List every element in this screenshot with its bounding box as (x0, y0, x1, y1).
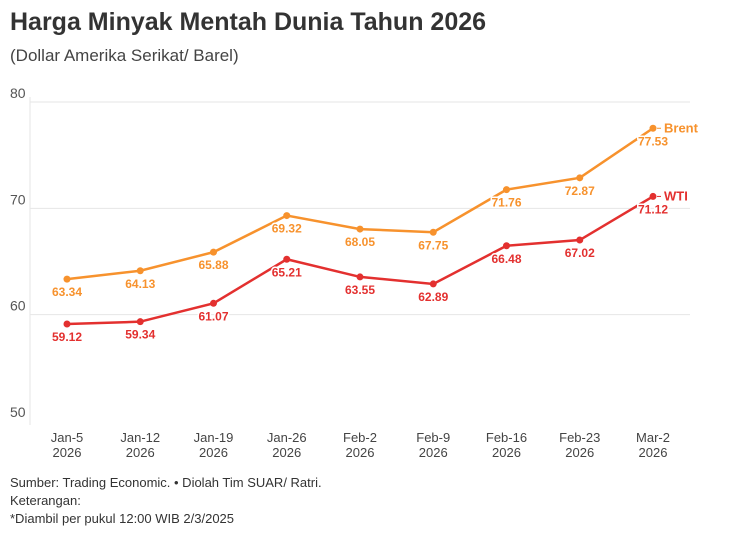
data-point (649, 192, 657, 200)
data-label: 65.88 (198, 258, 228, 272)
data-label: 67.02 (565, 246, 595, 260)
data-point (136, 267, 144, 275)
data-point (63, 320, 71, 328)
data-label: 59.12 (52, 330, 82, 344)
y-tick-label: 70 (10, 191, 26, 207)
data-label: 62.89 (418, 290, 448, 304)
data-point (283, 255, 291, 263)
data-label: 66.48 (491, 252, 521, 266)
data-point (649, 124, 657, 132)
data-label: 59.34 (125, 328, 155, 342)
data-label: 61.07 (198, 309, 228, 323)
y-tick-label: 80 (10, 85, 26, 101)
data-label: 71.76 (491, 196, 521, 210)
source-text: Sumber: Trading Economic. • Diolah Tim S… (10, 475, 322, 490)
x-tick-label: Jan-26 2026 (267, 430, 307, 460)
x-tick-label: Feb-9 2026 (416, 430, 450, 460)
data-point (576, 174, 584, 182)
data-label: 69.32 (272, 222, 302, 236)
data-point (356, 273, 364, 281)
data-label: 67.75 (418, 238, 448, 252)
data-point (210, 248, 217, 256)
chart-title: Harga Minyak Mentah Dunia Tahun 2026 (10, 8, 487, 36)
data-point (356, 225, 364, 233)
note-label: Keterangan: (10, 493, 81, 508)
x-tick-label: Feb-2 2026 (343, 430, 377, 460)
data-point (503, 186, 510, 194)
data-point (429, 280, 437, 288)
data-label: 68.05 (345, 235, 375, 249)
data-label: 71.12 (638, 202, 668, 216)
x-tick-label: Feb-23 2026 (559, 430, 600, 460)
data-label: 63.34 (52, 285, 82, 299)
chart-subtitle: (Dollar Amerika Serikat/ Barel) (10, 46, 239, 65)
data-label: 77.53 (638, 134, 668, 148)
data-point (210, 299, 217, 307)
data-label: 72.87 (565, 184, 595, 198)
note-text: *Diambil per pukul 12:00 WIB 2/3/2025 (10, 511, 235, 526)
data-point (283, 212, 291, 220)
series-line-wti (66, 195, 654, 326)
data-point (576, 236, 584, 244)
y-tick-label: 60 (10, 298, 26, 314)
data-label: 64.13 (125, 277, 155, 291)
data-point (429, 228, 437, 236)
series-label-brent: Brent (664, 120, 699, 135)
data-label: 63.55 (345, 283, 375, 297)
series-label-wti: WTI (664, 188, 688, 203)
y-tick-label: 50 (10, 404, 26, 420)
x-tick-label: Mar-2 2026 (636, 430, 670, 460)
x-tick-label: Jan-5 2026 (51, 430, 84, 460)
data-label: 65.21 (272, 265, 302, 279)
x-tick-label: Jan-12 2026 (120, 430, 160, 460)
data-point (63, 275, 71, 283)
data-point (136, 318, 144, 326)
x-tick-label: Jan-19 2026 (194, 430, 234, 460)
x-tick-label: Feb-16 2026 (486, 430, 527, 460)
data-point (503, 242, 510, 250)
